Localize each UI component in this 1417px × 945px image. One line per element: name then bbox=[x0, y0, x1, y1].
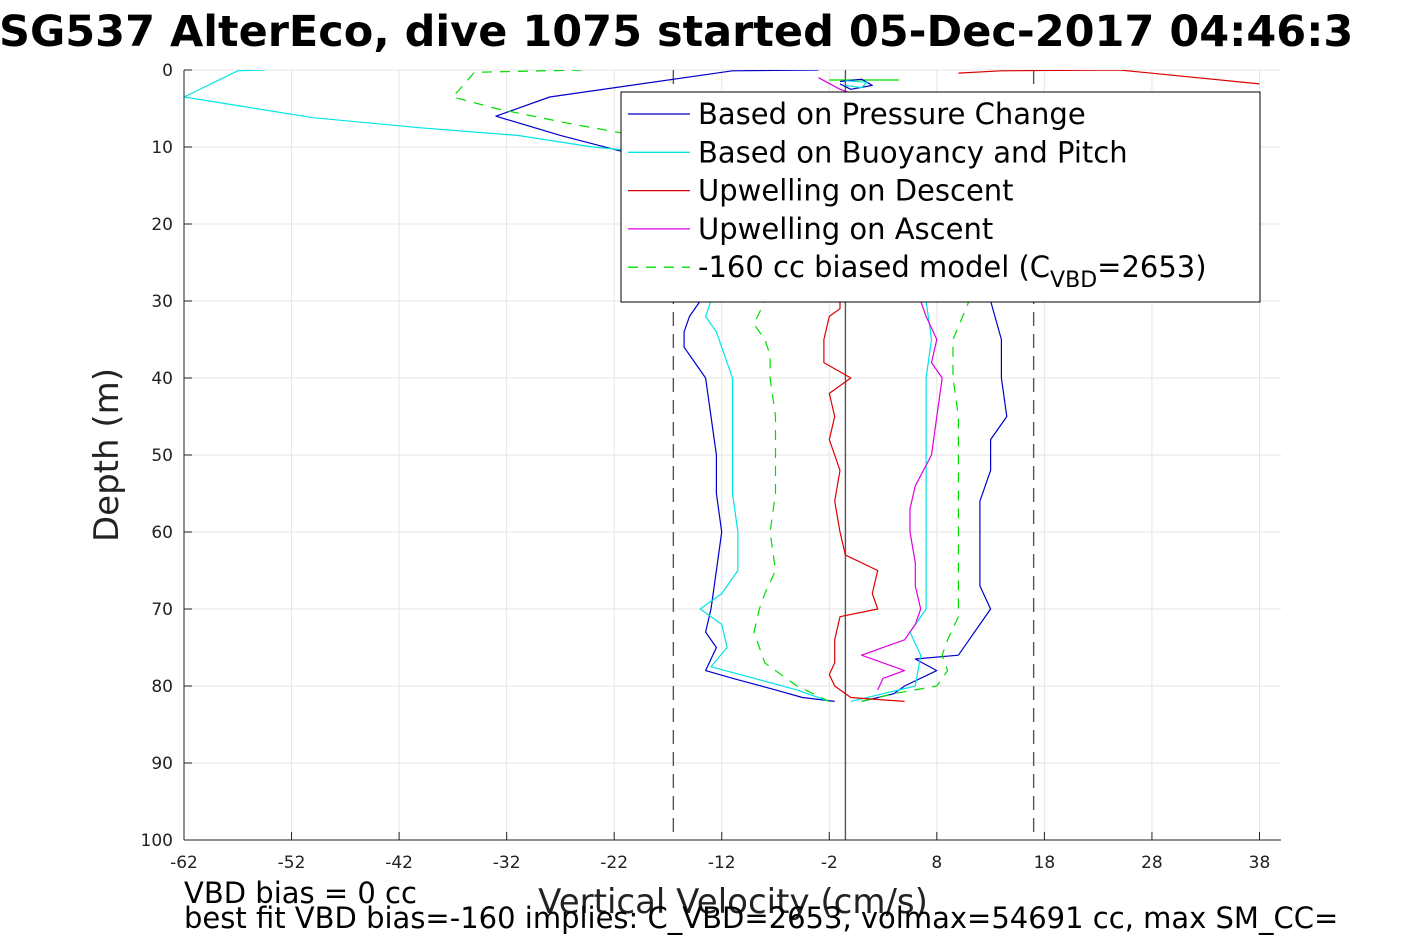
legend-label: Based on Pressure Change bbox=[698, 97, 1086, 131]
y-tick-label: 20 bbox=[151, 215, 173, 235]
series-layer bbox=[184, 70, 1260, 702]
legend: Based on Pressure Change Based on Buoyanc… bbox=[620, 91, 1261, 303]
x-tick-label: -52 bbox=[278, 853, 306, 873]
legend-label-main: Upwelling on Ascent bbox=[698, 212, 993, 246]
y-tick-label: 0 bbox=[162, 61, 173, 81]
legend-label: Based on Buoyancy and Pitch bbox=[698, 135, 1128, 169]
x-tick-label: 28 bbox=[1141, 853, 1163, 873]
legend-label-main: -160 cc biased model (C bbox=[698, 250, 1050, 284]
y-axis-label: Depth (m) bbox=[87, 368, 127, 542]
legend-label-main: Based on Pressure Change bbox=[698, 97, 1086, 131]
y-tick-label: 10 bbox=[151, 138, 173, 158]
series-surface-blob-1 bbox=[839, 78, 873, 90]
legend-label-subscript: VBD bbox=[1050, 268, 1097, 293]
x-tick-label: -32 bbox=[493, 853, 521, 873]
legend-label: Upwelling on Descent bbox=[698, 174, 1014, 208]
legend-label-main: Upwelling on Descent bbox=[698, 174, 1014, 208]
series-upwell-desc bbox=[823, 301, 905, 702]
series-model-desc bbox=[452, 70, 830, 702]
y-tick-label: 80 bbox=[151, 677, 173, 697]
x-tick-label: -12 bbox=[708, 853, 736, 873]
series-surface-blob-2 bbox=[845, 80, 868, 89]
y-tick-label: 40 bbox=[151, 369, 173, 389]
series-upwell-desc-top bbox=[958, 70, 1260, 85]
x-tick-label: -2 bbox=[821, 853, 838, 873]
legend-box bbox=[620, 91, 1261, 303]
y-tick-label: 90 bbox=[151, 754, 173, 774]
legend-entries: Based on Pressure Change Based on Buoyanc… bbox=[628, 97, 1207, 293]
legend-label-main: Based on Buoyancy and Pitch bbox=[698, 135, 1128, 169]
x-tick-label: -62 bbox=[170, 853, 198, 873]
footer-vbd-bias: VBD bias = 0 cc bbox=[184, 876, 417, 910]
y-tick-label: 30 bbox=[151, 292, 173, 312]
footer-best-fit: best fit VBD bias=-160 implies: C_VBD=26… bbox=[184, 901, 1338, 935]
y-tick-label: 100 bbox=[141, 831, 173, 851]
series-buoyancy-desc bbox=[184, 70, 830, 702]
x-ticks: -62 -52 -42 -32 -22 -12 -2 8 18 28 38 bbox=[170, 832, 1270, 873]
series-pressure-asc bbox=[861, 146, 1008, 702]
y-tick-label: 50 bbox=[151, 446, 173, 466]
x-axis-label: Vertical Velocity (cm/s) bbox=[538, 882, 928, 922]
x-tick-label: -22 bbox=[600, 853, 628, 873]
x-tick-label: 38 bbox=[1249, 853, 1271, 873]
legend-label-suffix: =2653) bbox=[1097, 250, 1206, 284]
legend-label: Upwelling on Ascent bbox=[698, 212, 993, 246]
y-tick-label: 70 bbox=[151, 600, 173, 620]
series-upwell-asc bbox=[860, 300, 943, 691]
y-tick-label: 60 bbox=[151, 523, 173, 543]
series-buoyancy-asc bbox=[850, 146, 938, 702]
x-tick-label: -42 bbox=[385, 853, 413, 873]
chart-title: SG537 AlterEco, dive 1075 started 05-Dec… bbox=[0, 7, 1353, 57]
x-tick-label: 8 bbox=[931, 853, 942, 873]
series-pressure-desc bbox=[495, 70, 835, 702]
legend-label: -160 cc biased model (CVBD=2653) bbox=[698, 250, 1207, 293]
series-model-asc bbox=[861, 147, 970, 702]
x-tick-label: 18 bbox=[1034, 853, 1056, 873]
y-ticks: 0 10 20 30 40 50 60 70 80 90 100 bbox=[141, 61, 192, 851]
